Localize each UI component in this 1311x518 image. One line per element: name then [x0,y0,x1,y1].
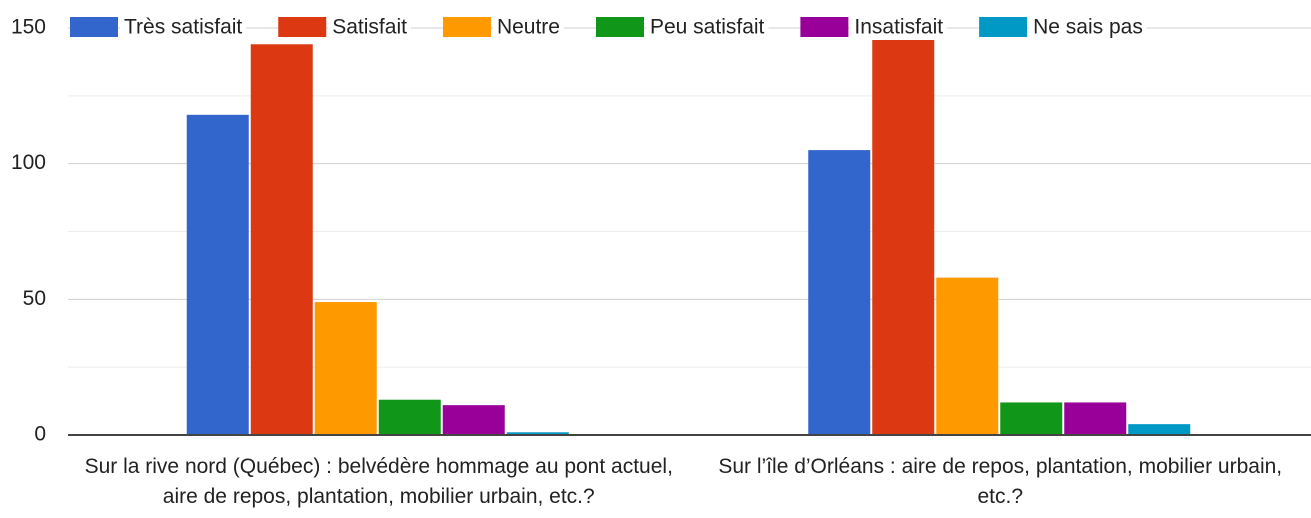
legend-label: Neutre [497,16,560,39]
bar [378,399,441,435]
legend-label: Très satisfait [124,16,242,39]
legend-swatch [979,17,1028,37]
legend-swatch [442,17,491,37]
legend-bg [850,16,948,40]
y-tick-label: 0 [34,423,46,446]
y-tick-label: 150 [11,16,46,39]
x-tick-label: Sur la rive nord (Québec) : belvédère ho… [84,455,673,508]
bar [936,277,999,435]
bar [314,302,377,435]
legend-label: Insatisfait [854,16,943,39]
bar [1064,402,1127,435]
y-tick-label: 100 [11,151,46,174]
bar [872,38,935,435]
bar [186,114,249,436]
legend-label: Peu satisfait [650,16,765,39]
legend-bg [120,16,247,40]
bar [1000,402,1063,435]
legend-label: Satisfait [332,16,407,39]
legend-bg [328,16,411,40]
bar [506,432,569,435]
x-tick-label: Sur l’île d’Orléans : aire de repos, pla… [718,455,1283,508]
legend-swatch [800,17,849,37]
legend-bg [645,16,769,40]
legend-swatch [70,17,118,37]
legend-bg [1029,16,1147,40]
bar [442,405,505,435]
legend-bg [492,16,564,40]
legend-swatch [278,17,327,37]
legend-swatch [595,17,644,37]
bar [808,150,871,435]
y-tick-label: 50 [23,287,46,310]
bar [1128,424,1191,435]
legend-label: Ne sais pas [1033,16,1143,39]
bar [250,44,313,435]
